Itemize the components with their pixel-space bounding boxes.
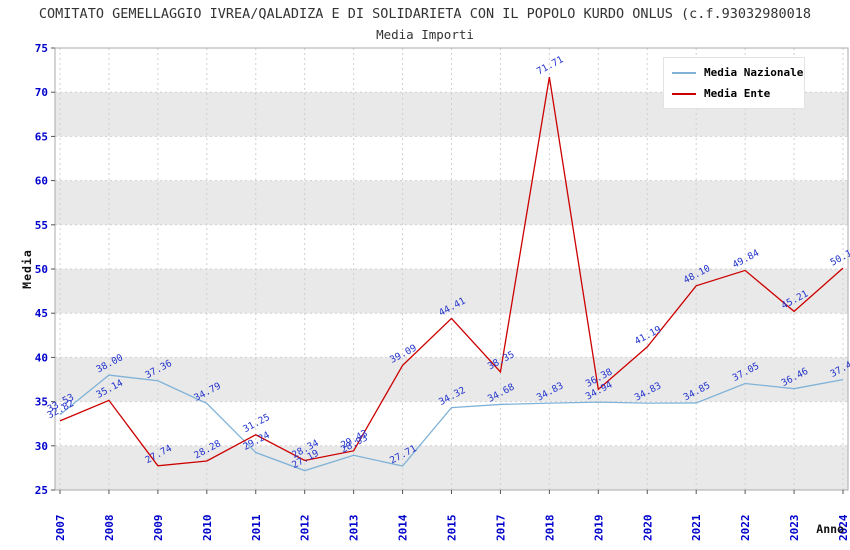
legend: Media Nazionale Media Ente [663,57,805,109]
svg-text:70: 70 [35,86,48,99]
series-lines [59,76,844,472]
series-line-media-nazionale [59,374,844,472]
x-axis-label: Anno [816,522,844,536]
svg-text:65: 65 [35,130,48,143]
svg-text:60: 60 [35,175,48,188]
svg-text:2018: 2018 [543,515,556,542]
svg-text:40: 40 [35,351,48,364]
svg-text:2014: 2014 [397,514,410,541]
svg-text:2021: 2021 [690,514,703,541]
svg-text:2012: 2012 [299,515,312,542]
svg-text:2019: 2019 [592,515,605,542]
legend-label-nazionale: Media Nazionale [704,66,804,79]
svg-text:35: 35 [35,396,48,409]
legend-item-media-nazionale: Media Nazionale [672,66,803,79]
series-line-media-ente [59,76,844,467]
svg-text:2015: 2015 [446,515,459,542]
svg-text:2008: 2008 [103,515,116,542]
svg-text:30: 30 [35,440,48,453]
svg-text:2011: 2011 [250,514,263,541]
svg-text:2010: 2010 [201,515,214,542]
svg-text:55: 55 [35,219,48,232]
svg-text:75: 75 [35,42,48,55]
axis-ticks: 25 30 35 40 45 50 55 60 65 70 75 2007 2008 2009 2010 20… [35,42,850,541]
svg-text:2009: 2009 [152,515,165,542]
chart-title: COMITATO GEMELLAGGIO IVREA/QALADIZA E DI… [38,6,812,22]
svg-text:2024: 2024 [837,514,850,541]
svg-text:2020: 2020 [641,515,654,542]
chart-subtitle: Media Importi [376,27,474,42]
legend-line-swatch-nazionale [672,71,696,74]
legend-label-ente: Media Ente [704,87,771,100]
svg-text:50: 50 [35,263,48,276]
svg-text:2007: 2007 [54,515,67,542]
svg-text:2023: 2023 [788,515,801,542]
svg-text:25: 25 [35,484,48,497]
svg-text:2017: 2017 [494,515,507,542]
svg-text:2022: 2022 [739,515,752,542]
legend-line-swatch-ente [672,92,696,95]
y-axis-label: Media [20,249,34,289]
legend-item-media-ente: Media Ente [672,87,796,100]
svg-text:2013: 2013 [348,515,361,542]
svg-text:45: 45 [35,307,48,320]
